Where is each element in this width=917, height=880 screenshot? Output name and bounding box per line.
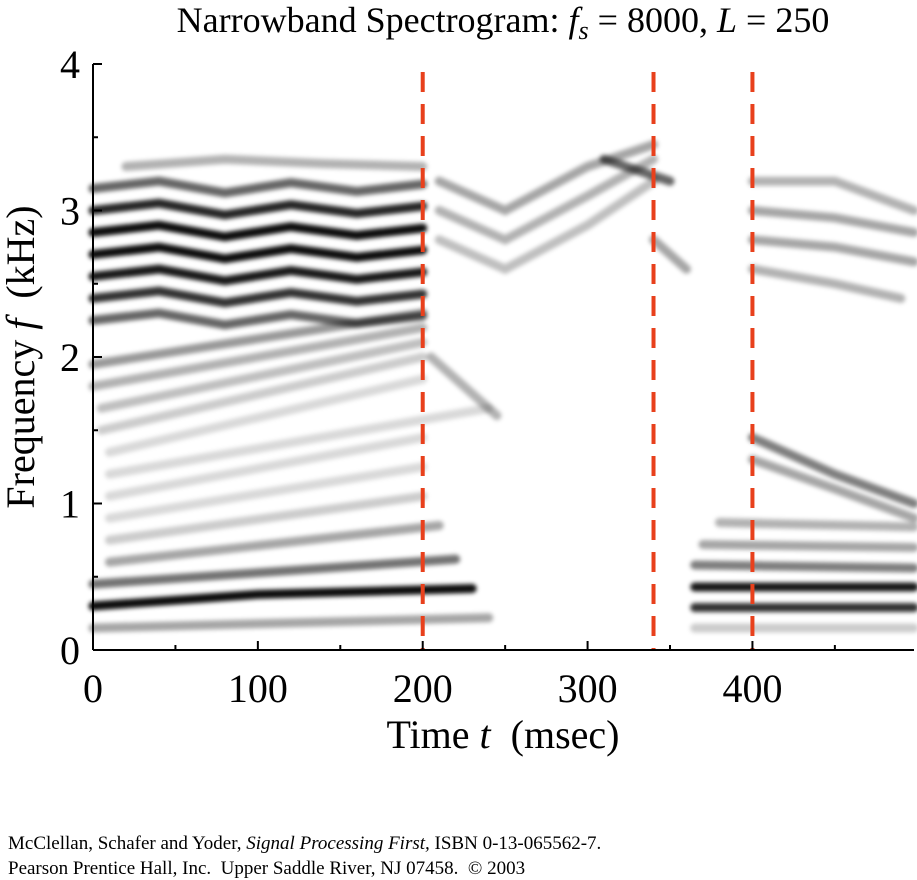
harmonic-track	[88, 198, 428, 220]
chart-title: Narrowband Spectrogram: fs = 8000, L = 2…	[177, 0, 830, 45]
harmonic-track	[434, 154, 659, 245]
harmonic-track	[747, 235, 917, 267]
harmonic-track	[434, 176, 659, 275]
harmonic-track	[104, 374, 428, 457]
harmonic-track	[88, 220, 428, 242]
harmonic-track	[121, 154, 428, 172]
x-tick-label: 100	[228, 666, 288, 711]
y-tick-label: 4	[60, 42, 80, 87]
harmonic-track	[104, 520, 444, 567]
harmonic-track	[88, 323, 428, 391]
harmonic-track	[88, 176, 428, 198]
x-tick-label: 0	[83, 666, 103, 711]
harmonic-track	[426, 352, 502, 421]
y-tick-label: 1	[60, 482, 80, 527]
y-axis-label: Frequency f (kHz)	[0, 205, 43, 508]
harmonic-track	[88, 242, 428, 264]
y-tick-label: 0	[60, 628, 80, 673]
harmonic-track	[88, 613, 494, 633]
harmonic-track	[747, 206, 917, 237]
harmonic-track	[698, 540, 917, 552]
harmonic-track	[104, 462, 428, 523]
harmonic-track	[747, 264, 906, 303]
footer-line: Pearson Prentice Hall, Inc. Upper Saddle…	[8, 858, 525, 879]
harmonic-track	[88, 264, 428, 286]
harmonic-track	[599, 154, 675, 186]
harmonic-track	[649, 235, 691, 274]
harmonic-track	[96, 352, 428, 435]
harmonic-track	[747, 433, 917, 508]
harmonic-track	[747, 176, 917, 215]
harmonic-track	[104, 433, 428, 501]
x-tick-label: 200	[393, 666, 453, 711]
harmonic-track	[88, 308, 428, 330]
footer-line: McClellan, Schafer and Yoder, Signal Pro…	[8, 833, 601, 854]
x-tick-label: 300	[558, 666, 618, 711]
harmonic-track	[88, 554, 461, 589]
harmonic-track	[88, 286, 428, 308]
harmonic-track	[434, 140, 659, 216]
y-tick-label: 2	[60, 335, 80, 380]
harmonic-track	[714, 518, 917, 532]
x-axis-label: Time t (msec)	[387, 712, 620, 757]
spectrogram	[88, 140, 917, 633]
harmonic-track	[104, 403, 494, 479]
harmonic-track	[88, 583, 477, 611]
harmonic-track	[104, 491, 428, 545]
harmonic-track	[690, 560, 917, 573]
harmonic-track	[96, 337, 428, 413]
harmonic-track	[747, 455, 917, 523]
y-tick-label: 3	[60, 189, 80, 234]
x-tick-label: 400	[722, 666, 782, 711]
